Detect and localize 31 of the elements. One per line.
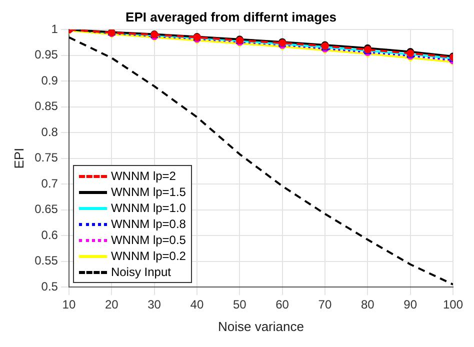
x-tick-label: 80 bbox=[360, 298, 375, 312]
x-tick-label: 40 bbox=[190, 298, 204, 312]
legend-label: WNNM lp=1.0 bbox=[110, 200, 186, 216]
x-tick-label: 50 bbox=[232, 298, 247, 312]
legend-label: WNNM lp=0.5 bbox=[110, 232, 186, 248]
y-tick-label: 0.55 bbox=[34, 254, 58, 268]
legend-label: WNNM lp=1.5 bbox=[110, 184, 186, 200]
y-tick-label: 0.8 bbox=[41, 124, 58, 139]
x-tick-label: 90 bbox=[404, 298, 418, 312]
x-tick-label: 70 bbox=[318, 298, 332, 312]
x-tick-label: 30 bbox=[148, 298, 162, 312]
y-tick-label: 0.95 bbox=[34, 48, 58, 62]
y-tick-label: 0.75 bbox=[34, 150, 58, 165]
y-tick-label: 0.5 bbox=[41, 279, 58, 294]
y-tick-label: 1 bbox=[51, 22, 58, 36]
y-tick-label: 0.6 bbox=[41, 228, 58, 242]
y-tick-label: 0.65 bbox=[34, 202, 58, 216]
x-tick-label: 60 bbox=[276, 298, 290, 312]
x-tick-label: 20 bbox=[104, 298, 119, 312]
legend-label: WNNM lp=2 bbox=[110, 168, 176, 184]
y-tick-label: 0.7 bbox=[41, 176, 58, 190]
x-tick-label: 100 bbox=[442, 298, 464, 312]
legend-label: Noisy Input bbox=[110, 264, 171, 280]
legend-label: WNNM lp=0.8 bbox=[110, 216, 186, 232]
y-tick-label: 0.85 bbox=[34, 99, 58, 114]
chart-title: EPI averaged from differnt images bbox=[126, 9, 336, 24]
y-tick-label: 0.9 bbox=[41, 73, 58, 88]
x-tick-label: 10 bbox=[62, 298, 76, 312]
x-axis-title: Noise variance bbox=[218, 318, 304, 334]
legend-label: WNNM lp=0.2 bbox=[110, 248, 186, 264]
y-axis-title: EPI bbox=[11, 148, 26, 169]
